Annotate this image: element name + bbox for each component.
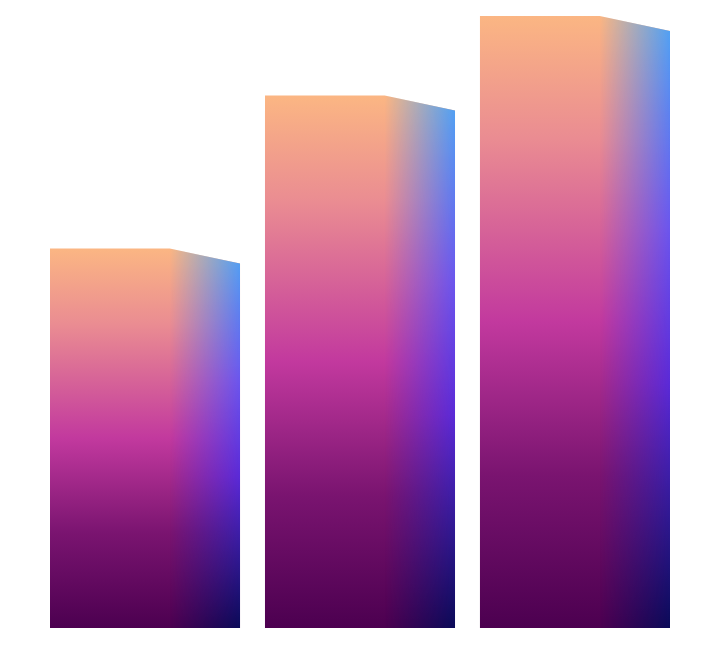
bar-side	[170, 249, 240, 628]
plot-area	[50, 16, 670, 628]
bar	[265, 96, 455, 628]
bar	[50, 249, 240, 628]
bar-side	[600, 16, 670, 628]
bar-side	[385, 96, 455, 628]
chart	[0, 0, 707, 648]
bar	[480, 16, 670, 628]
